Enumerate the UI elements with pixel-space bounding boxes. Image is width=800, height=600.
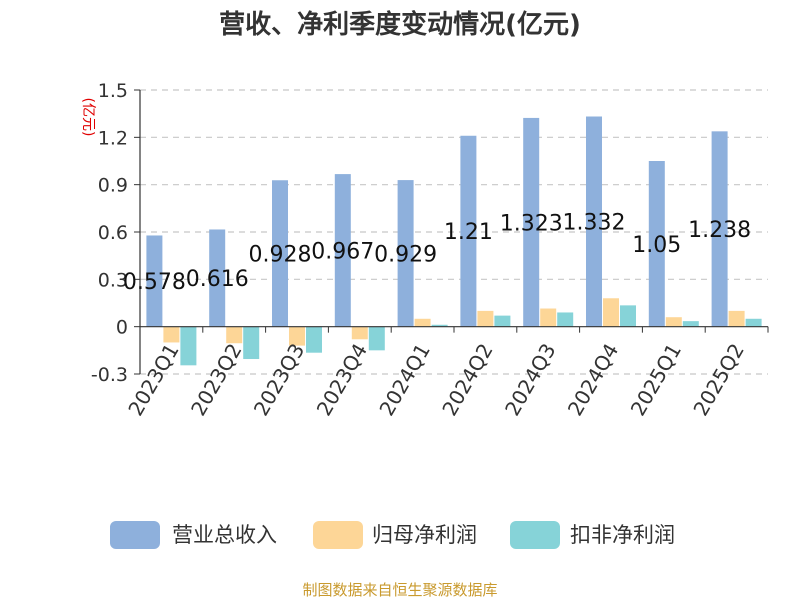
bar-deducted-net-profit bbox=[557, 312, 574, 327]
bar-net-profit bbox=[226, 326, 243, 344]
bar-revenue bbox=[146, 235, 163, 327]
x-tick-label: 2025Q1 bbox=[626, 339, 686, 420]
x-tick-label: 2023Q1 bbox=[123, 339, 183, 420]
legend-swatch bbox=[110, 521, 160, 549]
x-tick-label: 2024Q2 bbox=[437, 339, 497, 420]
bar-revenue bbox=[711, 131, 728, 327]
legend-swatch bbox=[510, 521, 560, 549]
data-label: 1.332 bbox=[563, 211, 626, 236]
x-tick-label: 2024Q4 bbox=[563, 339, 623, 420]
bar-deducted-net-profit bbox=[243, 326, 260, 360]
bar-revenue bbox=[648, 161, 665, 327]
x-tick-label: 2024Q3 bbox=[500, 339, 560, 420]
bar-deducted-net-profit bbox=[682, 321, 699, 327]
legend-label: 扣非净利润 bbox=[570, 523, 675, 547]
y-axis-unit: (亿元) bbox=[80, 98, 96, 137]
bar-net-profit bbox=[477, 310, 494, 327]
bar-deducted-net-profit bbox=[494, 315, 511, 327]
bar-deducted-net-profit bbox=[431, 324, 448, 327]
bar-net-profit bbox=[414, 318, 431, 327]
bar-net-profit bbox=[603, 298, 619, 327]
x-axis-ticks: 2023Q1 2023Q2 2023Q3 2023Q4 2024Q1 2024Q2 2024… bbox=[123, 326, 769, 420]
bar-net-profit bbox=[665, 317, 682, 327]
bar-net-profit bbox=[728, 310, 745, 327]
data-label: 0.967 bbox=[311, 239, 374, 264]
bar-revenue bbox=[460, 135, 477, 327]
data-label: 1.05 bbox=[632, 233, 681, 258]
bars bbox=[146, 116, 762, 366]
legend-label: 归母净利润 bbox=[372, 523, 477, 547]
y-tick-label: -0.3 bbox=[91, 364, 128, 386]
bar-revenue bbox=[272, 180, 288, 327]
bar-net-profit bbox=[163, 326, 180, 343]
legend-swatch bbox=[313, 521, 363, 549]
legend: 营业总收入 归母净利润 扣非净利润 bbox=[110, 521, 675, 549]
bar-revenue bbox=[586, 116, 602, 327]
y-tick-label: 1.5 bbox=[98, 80, 128, 102]
bar-net-profit bbox=[540, 308, 557, 327]
y-axis-ticks: -0.3 0 0.3 0.6 0.9 1.2 1.5 bbox=[91, 80, 140, 386]
data-label: 1.21 bbox=[444, 220, 493, 245]
bar-revenue bbox=[523, 117, 540, 327]
data-label: 0.928 bbox=[249, 242, 312, 267]
bar-deducted-net-profit bbox=[180, 326, 197, 366]
bar-deducted-net-profit bbox=[306, 326, 322, 353]
legend-label: 营业总收入 bbox=[172, 523, 277, 547]
y-tick-label: 0.9 bbox=[98, 175, 128, 197]
y-tick-label: 0 bbox=[116, 317, 128, 339]
bar-net-profit bbox=[289, 326, 305, 346]
bar-revenue bbox=[334, 174, 351, 327]
data-label: 0.929 bbox=[374, 242, 437, 267]
bar-deducted-net-profit bbox=[368, 326, 385, 351]
gridlines bbox=[140, 89, 768, 375]
bar-revenue bbox=[209, 229, 226, 327]
bar-deducted-net-profit bbox=[620, 305, 636, 327]
x-tick-label: 2025Q2 bbox=[688, 339, 748, 420]
y-tick-label: 0.3 bbox=[98, 269, 128, 291]
data-label: 0.616 bbox=[186, 267, 249, 292]
bar-revenue bbox=[397, 180, 414, 327]
data-label: 1.323 bbox=[500, 211, 563, 236]
y-tick-label: 0.6 bbox=[98, 222, 128, 244]
source-note: 制图数据来自恒生聚源数据库 bbox=[302, 581, 497, 599]
data-label: 1.238 bbox=[688, 218, 751, 243]
y-tick-label: 1.2 bbox=[98, 127, 128, 149]
bar-net-profit bbox=[351, 326, 368, 340]
chart-title: 营收、净利季度变动情况(亿元) bbox=[219, 9, 581, 40]
data-label: 0.578 bbox=[123, 270, 186, 295]
bar-deducted-net-profit bbox=[745, 318, 762, 327]
x-tick-label: 2024Q1 bbox=[374, 339, 434, 420]
